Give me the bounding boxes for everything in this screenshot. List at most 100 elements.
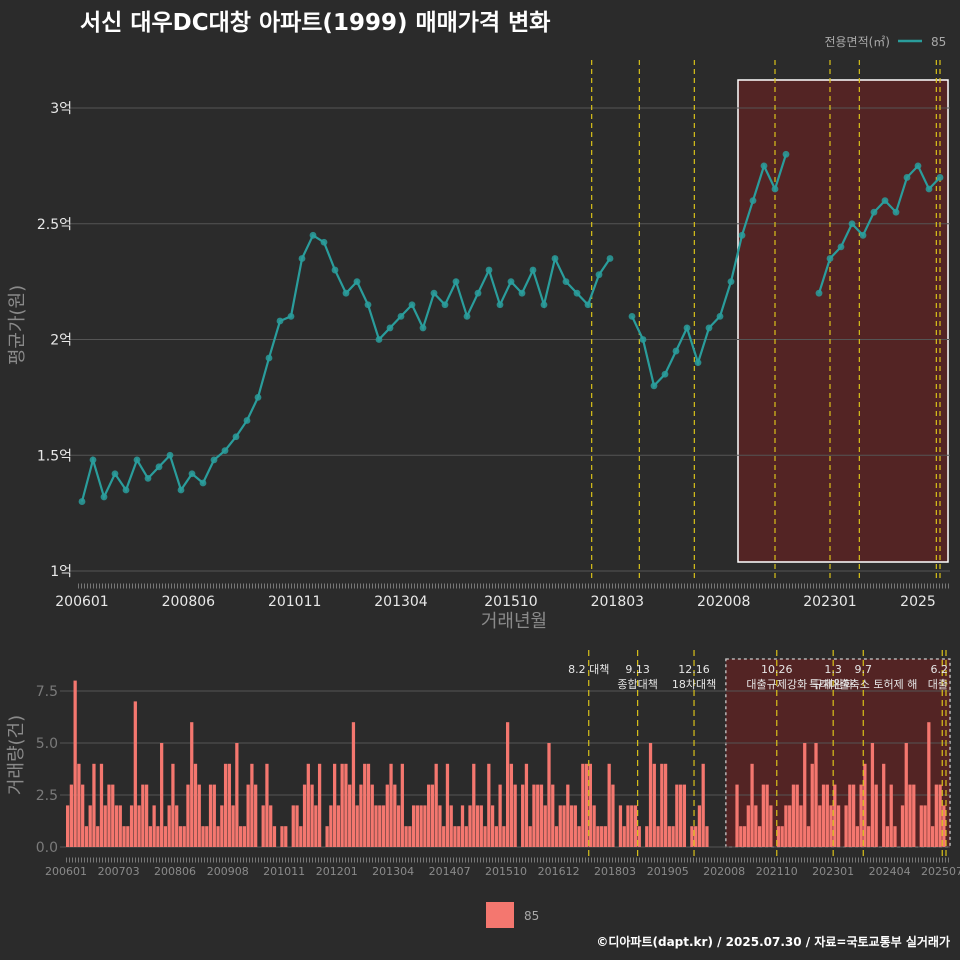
price-point	[133, 456, 141, 464]
volume-x-tick-label: 200703	[98, 865, 140, 878]
y-tick-label: 2.5억	[37, 217, 72, 233]
price-point	[309, 231, 317, 239]
volume-bar	[694, 826, 698, 847]
volume-x-tick-label: 200806	[154, 865, 196, 878]
volume-bar	[442, 826, 446, 847]
volume-bar	[923, 805, 927, 847]
volume-bar	[667, 826, 671, 847]
volume-bar	[175, 805, 179, 847]
volume-bar	[885, 826, 890, 847]
volume-bar	[81, 784, 85, 847]
policy-annotation: 종합대책	[617, 678, 657, 691]
price-point	[815, 289, 823, 297]
volume-bar	[445, 763, 450, 847]
price-point	[144, 475, 152, 482]
volume-bar	[423, 805, 427, 847]
volume-bar	[212, 784, 216, 847]
volume-bar	[156, 826, 160, 847]
volume-bar	[223, 763, 228, 847]
volume-bar	[769, 805, 773, 847]
volume-bar	[645, 826, 649, 847]
volume-bar	[302, 784, 307, 847]
legend-entry-85: 85	[931, 35, 946, 49]
volume-bar	[419, 805, 423, 847]
volume-bar	[144, 784, 149, 847]
price-point	[419, 324, 427, 332]
policy-annotation: 6.2	[931, 663, 949, 676]
volume-bar	[453, 826, 457, 847]
volume-bar	[284, 826, 288, 847]
volume-x-tick-label: 201011	[263, 865, 305, 878]
policy-annotation: 12.16	[678, 663, 710, 676]
volume-bar	[882, 763, 886, 847]
volume-bar	[208, 784, 213, 847]
volume-bar	[701, 763, 705, 847]
volume-bar	[803, 743, 807, 847]
legend-bottom-entry-85: 85	[524, 909, 539, 923]
x-tick-label: 202301	[803, 594, 856, 610]
volume-bar	[513, 784, 517, 847]
price-point	[595, 271, 603, 279]
volume-bar	[468, 805, 472, 847]
volume-bar	[216, 826, 220, 847]
volume-bar	[509, 763, 514, 847]
volume-bar	[532, 784, 536, 847]
volume-bar	[490, 805, 495, 847]
volume-bar	[660, 763, 664, 847]
volume-bar	[874, 784, 878, 847]
volume-bar	[69, 784, 74, 847]
volume-bar	[618, 805, 623, 847]
volume-bar	[487, 763, 491, 847]
volume-x-tick-label: 202110	[756, 865, 798, 878]
volume-bar	[551, 784, 555, 847]
volume-bar	[863, 763, 867, 847]
price-point	[914, 162, 922, 170]
volume-bar	[814, 743, 818, 847]
price-point	[584, 301, 592, 309]
volume-bar	[333, 763, 337, 847]
volume-bar	[573, 805, 577, 847]
x-tick-label: 201510	[484, 594, 537, 610]
volume-bar	[457, 826, 461, 847]
volume-bar	[160, 743, 164, 847]
price-point	[540, 301, 548, 309]
volume-bar	[566, 784, 570, 847]
volume-y-tick-label: 5.0	[36, 736, 58, 752]
price-point	[903, 174, 911, 181]
volume-bar	[870, 743, 875, 847]
volume-bar	[227, 763, 231, 847]
volume-bar	[205, 826, 209, 847]
policy-annotation: 1.3	[824, 663, 842, 676]
price-point	[463, 312, 471, 320]
policy-annotation: 특례대출축소 토허제 해	[809, 677, 917, 691]
price-point	[397, 312, 405, 320]
volume-bar	[675, 784, 679, 847]
volume-bar	[603, 826, 608, 847]
volume-bar	[84, 826, 89, 847]
price-point	[562, 278, 570, 286]
price-point	[452, 278, 460, 286]
volume-bar	[498, 784, 502, 847]
price-point	[694, 359, 702, 367]
price-point	[771, 185, 779, 193]
volume-bar	[359, 784, 363, 847]
volume-bar	[464, 826, 468, 847]
volume-bar	[600, 826, 604, 847]
volume-bar	[272, 826, 277, 847]
volume-bar	[900, 805, 905, 847]
volume-bar	[521, 784, 525, 847]
volume-bar	[584, 763, 589, 847]
volume-bar	[791, 784, 796, 847]
price-point	[232, 433, 240, 441]
volume-bar	[528, 826, 532, 847]
price-point	[441, 301, 449, 309]
price-point	[925, 185, 933, 193]
price-point	[353, 278, 361, 286]
volume-bar	[637, 826, 641, 847]
volume-bar	[190, 722, 194, 847]
price-point	[375, 336, 383, 343]
volume-bar	[133, 701, 137, 847]
legend-bar-swatch	[486, 902, 514, 928]
price-point	[100, 493, 108, 501]
volume-bar	[393, 784, 397, 847]
